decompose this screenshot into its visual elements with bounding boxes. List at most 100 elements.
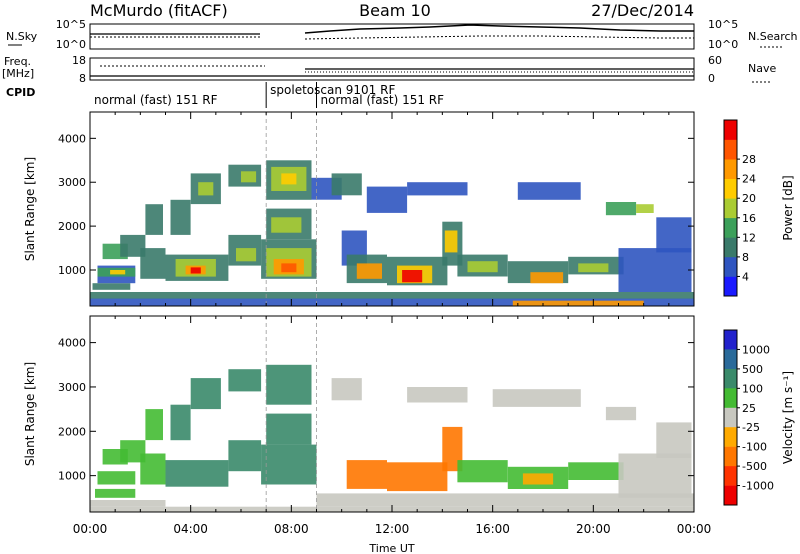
y-tick-label: 4000 [58,337,86,350]
colorbar-tick-label: -100 [742,441,767,454]
x-tick-label: 16:00 [475,522,510,536]
cpid-segment-2: normal (fast) 151 RF [321,93,445,107]
colorbar-tick-label: 12 [742,231,756,244]
data-region [356,263,382,279]
x-tick-label: 00:00 [677,522,712,536]
freq-nave-panel [89,57,695,81]
data-region [90,500,166,507]
freq-tick-top: 18 [72,54,86,67]
y-axis-label: Slant Range [km] [23,157,37,261]
data-region [517,182,581,200]
data-region [95,488,136,498]
colorbar-tick-label: 20 [742,192,756,205]
data-region [170,199,191,235]
data-region [92,283,131,290]
data-region [110,270,126,275]
nsearch-tick-top: 10^5 [708,18,738,31]
colorbar-tick-label: -500 [742,460,767,473]
power-colorbar: 4 8 12 16 20 24 28 Power [dB] [723,119,795,297]
data-region [228,440,262,472]
velocity-colorbar: 1000 500 100 25 -25 -100 -500 -1000 Velocity [m … [723,329,795,506]
data-region [530,272,564,284]
nsearch-label: N.Search [748,30,798,43]
data-region [190,267,201,274]
data-region [140,453,166,485]
data-region [228,369,262,392]
colorbar-swatch [724,139,737,160]
data-region [170,404,191,441]
cpid-segment-0: normal (fast) 151 RF [94,93,218,107]
data-region [442,426,463,472]
data-region [281,173,297,185]
data-region [618,453,692,498]
data-region [402,270,423,283]
data-region [120,234,146,257]
data-region [198,182,214,196]
data-region [120,440,146,463]
colorbar-tick-label: 16 [742,212,756,225]
data-region [346,460,387,489]
power-panel: 1000 2000 3000 4000 Slant Range [km] [23,111,695,307]
data-region [568,462,624,480]
colorbar-swatch [724,178,737,199]
velocity-panel: 1000 2000 3000 4000 Slant Range [km] [23,315,695,513]
y-tick-label: 4000 [58,132,86,145]
colorbar-swatch [724,368,737,389]
beam-title: Beam 10 [359,1,431,20]
colorbar-tick-label: 8 [742,251,749,264]
colorbar-tick-label: -1000 [742,480,774,493]
data-region [261,444,317,485]
station-title: McMurdo (fitACF) [90,1,228,20]
data-region [266,364,312,405]
colorbar-tick-label: 24 [742,173,756,186]
data-region [522,473,554,485]
data-region [140,248,166,279]
data-region [271,217,302,233]
nsky-tick-bottom: 10^0 [56,38,86,51]
colorbar-swatch [724,330,737,350]
data-region [331,378,362,401]
x-tick-label: 08:00 [274,522,309,536]
freq-unit-label: [MHz] [2,67,34,80]
nsky-panel [89,23,695,50]
data-region [457,460,508,483]
y-tick-label: 2000 [58,425,86,438]
colorbar-swatch [724,485,737,506]
colorbar-tick-label: 25 [742,402,756,415]
data-region [387,462,448,492]
data-region [366,186,408,213]
nave-label: Nave [748,62,776,75]
colorbar-swatch [724,388,737,408]
x-tick-label: 04:00 [173,522,208,536]
colorbar-swatch [724,256,737,277]
freq-tick-bottom: 8 [79,72,86,85]
data-region [236,248,257,262]
y-axis-label: Slant Range [km] [23,362,37,466]
data-region [165,460,229,487]
colorbar-label: Power [dB] [781,175,795,240]
data-region [512,300,644,306]
colorbar-tick-label: 1000 [742,343,770,356]
data-region [281,263,297,273]
y-tick-label: 1000 [58,264,86,277]
colorbar-tick-label: 4 [742,270,749,283]
colorbar-swatch [724,237,737,258]
colorbar-swatch [724,427,737,447]
colorbar-swatch [724,217,737,238]
data-region [190,378,221,410]
data-region [605,202,637,216]
freq-label: Freq. [4,55,31,68]
colorbar-tick-label: 500 [742,363,763,376]
nsearch-tick-bottom: 10^0 [708,38,738,51]
data-region [618,248,692,292]
data-region [636,204,654,213]
time-axis: 00:00 04:00 08:00 12:00 16:00 20:00 00:00 [73,522,712,536]
data-region [241,171,257,183]
y-tick-label: 1000 [58,470,86,483]
date-title: 27/Dec/2014 [591,1,694,20]
nsky-label: N.Sky [6,30,38,43]
data-region [145,409,163,441]
data-region [331,173,362,196]
